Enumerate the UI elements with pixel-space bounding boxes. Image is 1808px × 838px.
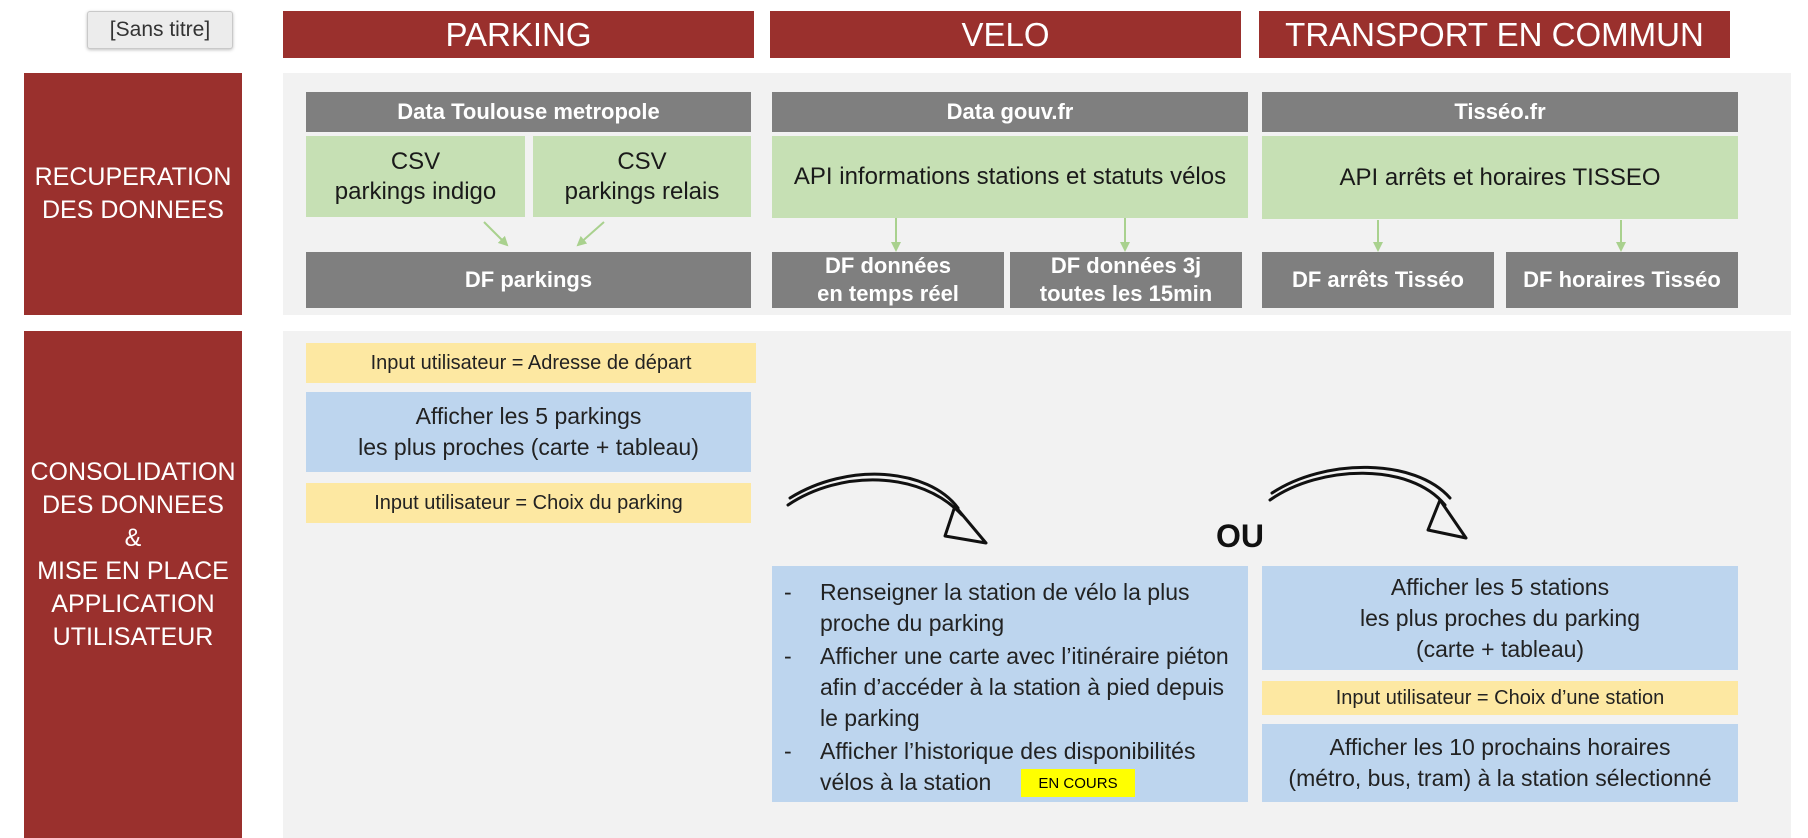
afficher-horaires-text: Afficher les 10 prochains horaires (métr…: [1288, 734, 1712, 791]
source-transport: Tisséo.fr: [1262, 92, 1738, 132]
df-horaires-label: DF horaires Tisséo: [1523, 267, 1721, 292]
input-adresse-depart-text: Input utilisateur = Adresse de départ: [370, 351, 692, 374]
df-arrets: DF arrêts Tisséo: [1262, 252, 1494, 308]
api-velo-text: API informations stations et statuts vél…: [793, 163, 1227, 190]
api-tisseo: API arrêts et horaires TISSEO: [1262, 136, 1738, 219]
input-choix-station: Input utilisateur = Choix d’une station: [1262, 681, 1738, 715]
row-label-consolidation-text: CONSOLIDATION DES DONNEES & MISE EN PLAC…: [30, 457, 236, 651]
status-badge-text: EN COURS: [1038, 774, 1118, 792]
df-velo-3j: DF données 3j toutes les 15min: [1010, 252, 1242, 308]
source-transport-label: Tisséo.fr: [1454, 99, 1546, 124]
velo-action-item: - Renseigner la station de vélo la plus …: [772, 577, 1238, 639]
input-choix-parking: Input utilisateur = Choix du parking: [306, 483, 751, 523]
velo-action-item: - Afficher l’historique des disponibilit…: [772, 736, 1238, 798]
header-transport-label: TRANSPORT EN COMMUN: [1285, 15, 1704, 53]
afficher-stations-text: Afficher les 5 stations les plus proches…: [1360, 573, 1640, 662]
velo-action-text: Afficher une carte avec l’itinéraire pié…: [820, 643, 1229, 731]
df-parkings-label: DF parkings: [464, 267, 593, 292]
afficher-horaires: Afficher les 10 prochains horaires (métr…: [1262, 724, 1738, 802]
row-label-recuperation-text: RECUPERATION DES DONNEES: [34, 163, 232, 224]
status-badge: EN COURS: [1021, 769, 1135, 797]
csv-parkings-indigo: CSV parkings indigo: [306, 136, 525, 217]
df-arrets-label: DF arrêts Tisséo: [1291, 267, 1464, 292]
row-label-recuperation: RECUPERATION DES DONNEES: [24, 73, 242, 315]
velo-action-text: Renseigner la station de vélo la plus pr…: [820, 579, 1190, 636]
velo-action-dash: -: [784, 579, 792, 605]
df-horaires: DF horaires Tisséo: [1506, 252, 1738, 308]
velo-actions: - Renseigner la station de vélo la plus …: [772, 566, 1248, 802]
header-parking-label: PARKING: [445, 15, 592, 53]
source-parking: Data Toulouse metropole: [306, 92, 751, 132]
afficher-stations: Afficher les 5 stations les plus proches…: [1262, 566, 1738, 670]
sheet-tab[interactable]: [Sans titre]: [87, 11, 233, 49]
source-parking-label: Data Toulouse metropole: [397, 99, 660, 124]
csv-parkings-relais: CSV parkings relais: [533, 136, 751, 217]
afficher-parkings: Afficher les 5 parkings les plus proches…: [306, 392, 751, 472]
or-label-text: OU: [1216, 517, 1264, 554]
input-choix-parking-text: Input utilisateur = Choix du parking: [374, 491, 683, 514]
afficher-parkings-text: Afficher les 5 parkings les plus proches…: [358, 403, 699, 460]
velo-action-item: - Afficher une carte avec l’itinéraire p…: [772, 641, 1238, 734]
df-velo-3j-label: DF données 3j toutes les 15min: [1039, 253, 1213, 306]
api-velo: API informations stations et statuts vél…: [772, 136, 1248, 218]
velo-action-text: Afficher l’historique des disponibilités…: [820, 738, 1196, 795]
csv-parkings-indigo-text: CSV parkings indigo: [334, 147, 497, 205]
df-parkings: DF parkings: [306, 252, 751, 308]
velo-action-list: - Renseigner la station de vélo la plus …: [772, 577, 1238, 798]
or-label: OU: [1208, 514, 1272, 558]
row-label-consolidation: CONSOLIDATION DES DONNEES & MISE EN PLAC…: [24, 331, 242, 838]
sheet-tab-label: [Sans titre]: [109, 18, 211, 41]
header-transport: TRANSPORT EN COMMUN: [1259, 11, 1730, 58]
header-velo: VELO: [770, 11, 1241, 58]
source-velo: Data gouv.fr: [772, 92, 1248, 132]
df-velo-temps-reel-label: DF données en temps réel: [817, 253, 959, 306]
header-velo-label: VELO: [961, 15, 1050, 53]
velo-action-dash: -: [784, 738, 792, 764]
api-tisseo-text: API arrêts et horaires TISSEO: [1339, 163, 1661, 191]
header-parking: PARKING: [283, 11, 754, 58]
input-choix-station-text: Input utilisateur = Choix d’une station: [1335, 686, 1665, 709]
df-velo-temps-reel: DF données en temps réel: [772, 252, 1004, 308]
velo-action-dash: -: [784, 643, 792, 669]
csv-parkings-relais-text: CSV parkings relais: [564, 147, 720, 205]
input-adresse-depart: Input utilisateur = Adresse de départ: [306, 343, 756, 383]
source-velo-label: Data gouv.fr: [946, 99, 1074, 124]
